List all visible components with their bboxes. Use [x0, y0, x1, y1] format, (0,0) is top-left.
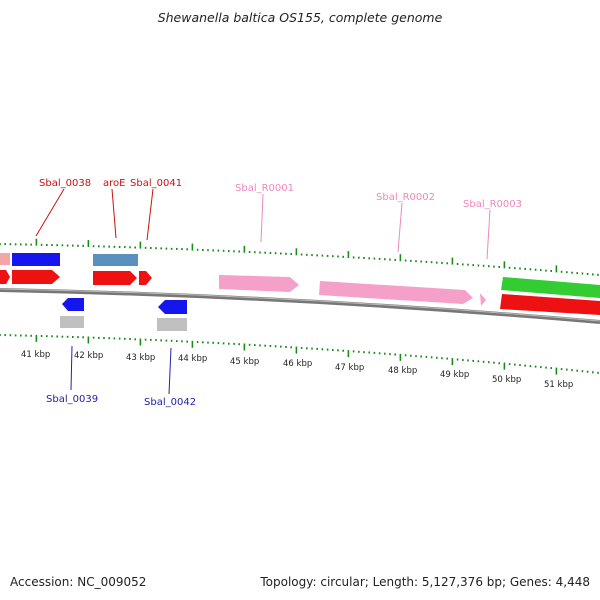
scale-label-50: 50 kbp: [492, 375, 521, 385]
leader-sbal-0039: [70, 345, 73, 391]
genome-summary-text: Topology: circular; Length: 5,127,376 bp…: [260, 575, 590, 589]
scale-label-47: 47 kbp: [335, 363, 364, 373]
scale-label-43: 43 kbp: [126, 353, 155, 363]
scale-label-51: 51 kbp: [544, 380, 573, 390]
gene-label-sbal-0039[interactable]: Sbal_0039: [46, 394, 98, 405]
rrna-feature-sbal-r0001[interactable]: [219, 275, 299, 292]
scale-label-46: 46 kbp: [283, 359, 312, 369]
leader-sbal-r0002: [397, 202, 403, 253]
cds-arrow-sbal-0041[interactable]: [139, 271, 152, 285]
leader-aroe: [111, 188, 117, 239]
feature-row-reverse: [60, 298, 187, 331]
gene-label-sbal-0041[interactable]: Sbal_0041: [130, 178, 182, 189]
gene-feature-sbal-0039[interactable]: [62, 298, 84, 311]
gene-label-aroe[interactable]: aroE: [103, 178, 125, 189]
gene-feature-pink-left[interactable]: [0, 253, 10, 265]
leader-sbal-0042: [168, 347, 172, 395]
cds-arrow-3[interactable]: [93, 271, 137, 285]
gene-feature-green[interactable]: [501, 277, 600, 298]
gene-feature-sbal-0038[interactable]: [12, 253, 60, 266]
gene-feature-sbal-0042[interactable]: [158, 300, 187, 314]
feature-row-forward-inner: [0, 270, 600, 315]
leader-sbal-r0003: [486, 209, 491, 260]
scale-labels: 41 kbp 42 kbp 43 kbp 44 kbp 45 kbp 46 kb…: [21, 350, 573, 390]
feature-row-forward-outer: [0, 253, 600, 298]
cds-feature-right[interactable]: [500, 294, 600, 315]
pseudo-feature-sbal-0039[interactable]: [60, 316, 84, 328]
accession-text: Accession: NC_009052: [10, 575, 147, 589]
rrna-feature-sbal-r0003[interactable]: [480, 293, 486, 306]
scale-ticks-outer: [0, 238, 599, 276]
scale-label-48: 48 kbp: [388, 366, 417, 376]
cds-arrow-1[interactable]: [0, 270, 10, 284]
gene-label-sbal-r0003[interactable]: Sbal_R0003: [463, 199, 522, 210]
gene-feature-aroe[interactable]: [93, 254, 138, 266]
gene-label-sbal-r0002[interactable]: Sbal_R0002: [376, 192, 435, 203]
genome-backbone: [0, 288, 600, 324]
leader-sbal-0041: [146, 188, 154, 241]
leader-sbal-0038: [35, 188, 65, 237]
label-leader-lines: [35, 188, 491, 395]
pseudo-feature-sbal-0042[interactable]: [157, 318, 187, 331]
scale-label-42: 42 kbp: [74, 351, 103, 361]
gene-label-sbal-0038[interactable]: Sbal_0038: [39, 178, 91, 189]
scale-label-45: 45 kbp: [230, 357, 259, 367]
scale-label-41: 41 kbp: [21, 350, 50, 360]
genome-title: Shewanella baltica OS155, complete genom…: [157, 10, 443, 25]
scale-ticks-inner: [0, 334, 599, 375]
scale-label-49: 49 kbp: [440, 370, 469, 380]
leader-sbal-r0001: [260, 193, 264, 243]
gene-labels: Sbal_0038 aroE Sbal_0041 Sbal_R0001 Sbal…: [39, 178, 522, 408]
scale-label-44: 44 kbp: [178, 354, 207, 364]
rrna-feature-sbal-r0002[interactable]: [319, 281, 473, 304]
gene-label-sbal-r0001[interactable]: Sbal_R0001: [235, 183, 294, 194]
gene-label-sbal-0042[interactable]: Sbal_0042: [144, 397, 196, 408]
cds-arrow-2[interactable]: [12, 270, 60, 284]
